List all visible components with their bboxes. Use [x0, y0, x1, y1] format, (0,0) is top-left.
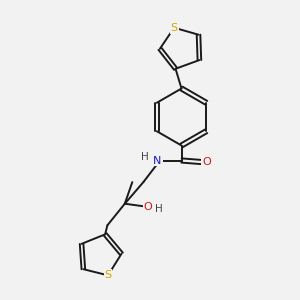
Text: H: H — [141, 152, 149, 162]
Text: O: O — [143, 202, 152, 212]
Text: N: N — [153, 155, 162, 166]
Text: S: S — [104, 270, 112, 280]
Text: O: O — [202, 157, 211, 167]
Text: S: S — [170, 23, 178, 33]
Text: H: H — [155, 204, 163, 214]
